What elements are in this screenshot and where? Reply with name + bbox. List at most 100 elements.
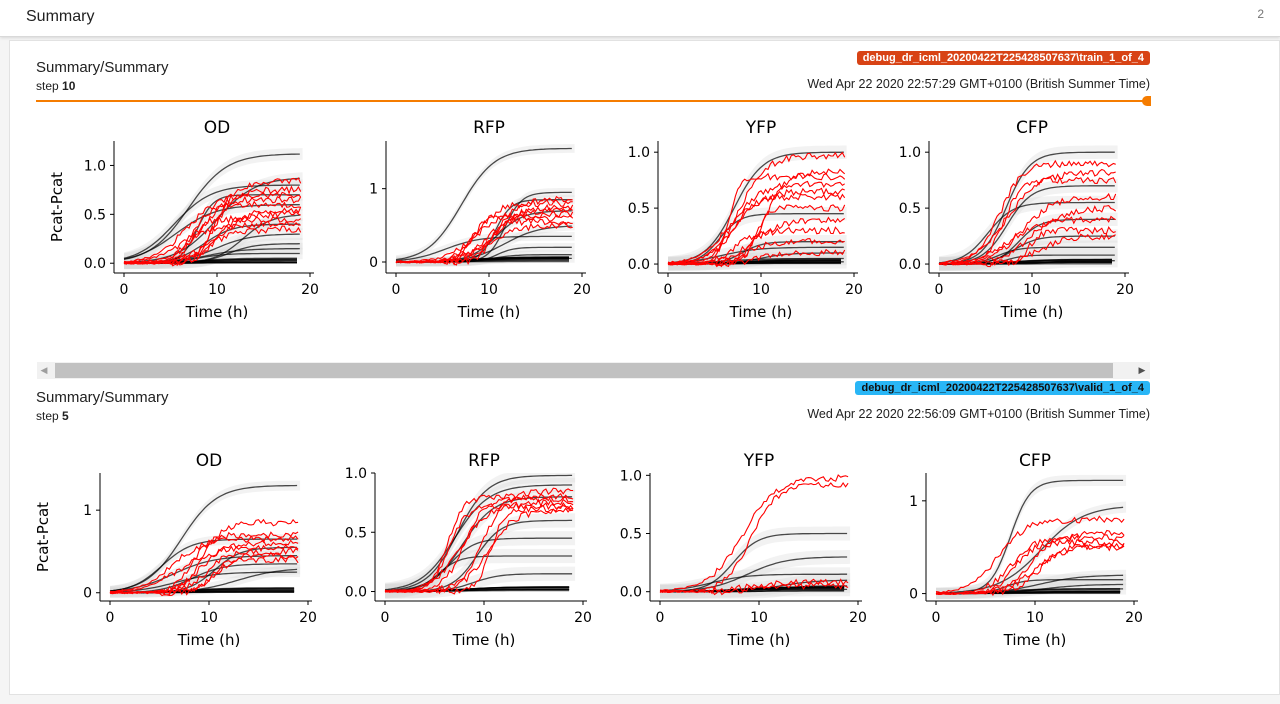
uncertainty-band xyxy=(939,179,1118,271)
x-tick-label: 0 xyxy=(656,610,665,626)
chart-title: YFP xyxy=(743,451,774,471)
predicted-line xyxy=(109,571,298,593)
run-tag: debug_dr_icml_20200422T225428507637\vali… xyxy=(855,381,1150,395)
scrollbar-thumb[interactable] xyxy=(55,363,1113,378)
y-tick-label: 1 xyxy=(369,182,378,198)
step-slider-thumb[interactable] xyxy=(1142,96,1151,106)
x-axis-label: Time (h) xyxy=(729,303,793,321)
observed-line xyxy=(935,534,1125,595)
summary-card-valid: debug_dr_icml_20200422T225428507637\vali… xyxy=(36,381,1150,673)
y-axis-label: Pcat-Pcat xyxy=(36,502,52,572)
observed-line xyxy=(938,168,1116,265)
observed-line xyxy=(123,225,302,265)
x-tick-label: 0 xyxy=(935,282,944,298)
observed-line xyxy=(659,474,849,592)
step-label: step 5 xyxy=(36,409,69,423)
uncertainty-band xyxy=(660,526,851,599)
observed-line xyxy=(659,581,849,595)
step-value: 10 xyxy=(62,79,76,93)
x-tick-label: 10 xyxy=(752,282,770,298)
horizontal-scrollbar[interactable]: ◀ ▶ xyxy=(37,362,1150,379)
observed-line xyxy=(938,233,1116,266)
observed-line xyxy=(384,498,574,592)
y-tick-label: 0 xyxy=(83,586,92,602)
observed-line xyxy=(384,502,574,593)
uncertainty-band xyxy=(939,145,1118,271)
timestamp: Wed Apr 22 2020 22:56:09 GMT+0100 (Briti… xyxy=(807,407,1150,421)
observed-line xyxy=(109,555,299,596)
observed-line xyxy=(667,187,845,265)
step-text: step xyxy=(36,409,59,423)
predicted-line xyxy=(123,153,300,261)
chart-panel: YFP 0.0 0.5 1.0 0 10 20 Time (h) xyxy=(620,451,867,649)
chart-title: CFP xyxy=(1016,118,1048,138)
uncertainty-band xyxy=(660,573,851,599)
predicted-line xyxy=(667,151,844,264)
page-header: Summary 2 xyxy=(0,0,1280,37)
observed-line xyxy=(384,507,574,594)
chart-panel: CFP 0.0 0.5 1.0 0 10 20 Time (h) xyxy=(899,118,1134,321)
observed-line xyxy=(935,543,1125,595)
card-title: Summary/Summary xyxy=(36,389,169,406)
x-tick-label: 10 xyxy=(1026,610,1044,626)
observed-line xyxy=(667,193,846,266)
scroll-right-icon[interactable]: ▶ xyxy=(1138,365,1146,375)
uncertainty-band xyxy=(124,172,303,269)
x-axis-label: Time (h) xyxy=(185,303,249,321)
x-axis-label: Time (h) xyxy=(457,303,521,321)
observed-line xyxy=(938,159,1116,266)
step-text: step xyxy=(36,79,59,93)
observed-line xyxy=(667,248,846,267)
x-tick-label: 10 xyxy=(475,610,493,626)
x-tick-label: 0 xyxy=(120,282,129,298)
scroll-left-icon[interactable]: ◀ xyxy=(40,365,48,375)
x-tick-label: 20 xyxy=(1125,610,1143,626)
y-tick-label: 0 xyxy=(909,587,918,603)
observed-line xyxy=(395,222,573,264)
y-tick-label: 1 xyxy=(83,503,92,519)
x-tick-label: 10 xyxy=(480,282,498,298)
x-tick-label: 10 xyxy=(1023,282,1041,298)
uncertainty-band xyxy=(124,179,303,265)
uncertainty-band xyxy=(110,480,301,596)
x-tick-label: 10 xyxy=(200,610,218,626)
y-tick-label: 1 xyxy=(909,494,918,510)
y-tick-label: 0.0 xyxy=(345,585,367,601)
chart-title: OD xyxy=(196,451,222,471)
page-title: Summary xyxy=(26,8,95,25)
x-axis-label: Time (h) xyxy=(452,631,516,649)
chart-title: RFP xyxy=(473,118,505,138)
y-tick-label: 1.0 xyxy=(899,145,921,161)
observed-line xyxy=(123,220,301,263)
uncertainty-band xyxy=(110,550,301,596)
y-tick-label: 0.5 xyxy=(620,527,642,543)
step-value: 5 xyxy=(62,409,69,423)
chart-title: YFP xyxy=(745,118,776,138)
x-axis-label: Time (h) xyxy=(1000,303,1064,321)
uncertainty-band xyxy=(936,501,1127,599)
chart-title: RFP xyxy=(468,451,500,471)
chart-panel: RFP 0.0 0.5 1.0 0 10 20 Time (h) xyxy=(345,451,592,649)
predicted-line xyxy=(938,201,1115,264)
observed-line xyxy=(109,544,299,593)
y-tick-label: 0 xyxy=(369,255,378,271)
y-tick-label: 0.0 xyxy=(628,257,650,273)
y-tick-label: 1.0 xyxy=(345,466,367,482)
observed-line xyxy=(938,215,1116,265)
x-tick-label: 20 xyxy=(301,282,319,298)
x-tick-label: 0 xyxy=(932,610,941,626)
observed-line xyxy=(659,481,849,593)
y-tick-label: 0.5 xyxy=(84,207,106,223)
observed-line xyxy=(935,515,1125,594)
chart-panel: YFP 0.0 0.5 1.0 0 10 20 Time (h) xyxy=(628,118,863,321)
uncertainty-band xyxy=(124,209,303,270)
summary-card-train: debug_dr_icml_20200422T225428507637\trai… xyxy=(36,51,1151,343)
observed-line xyxy=(667,238,845,266)
y-tick-label: 1.0 xyxy=(84,158,106,174)
x-tick-label: 10 xyxy=(208,282,226,298)
predicted-line xyxy=(935,506,1124,594)
x-tick-label: 20 xyxy=(1116,282,1134,298)
step-slider[interactable] xyxy=(36,100,1146,102)
